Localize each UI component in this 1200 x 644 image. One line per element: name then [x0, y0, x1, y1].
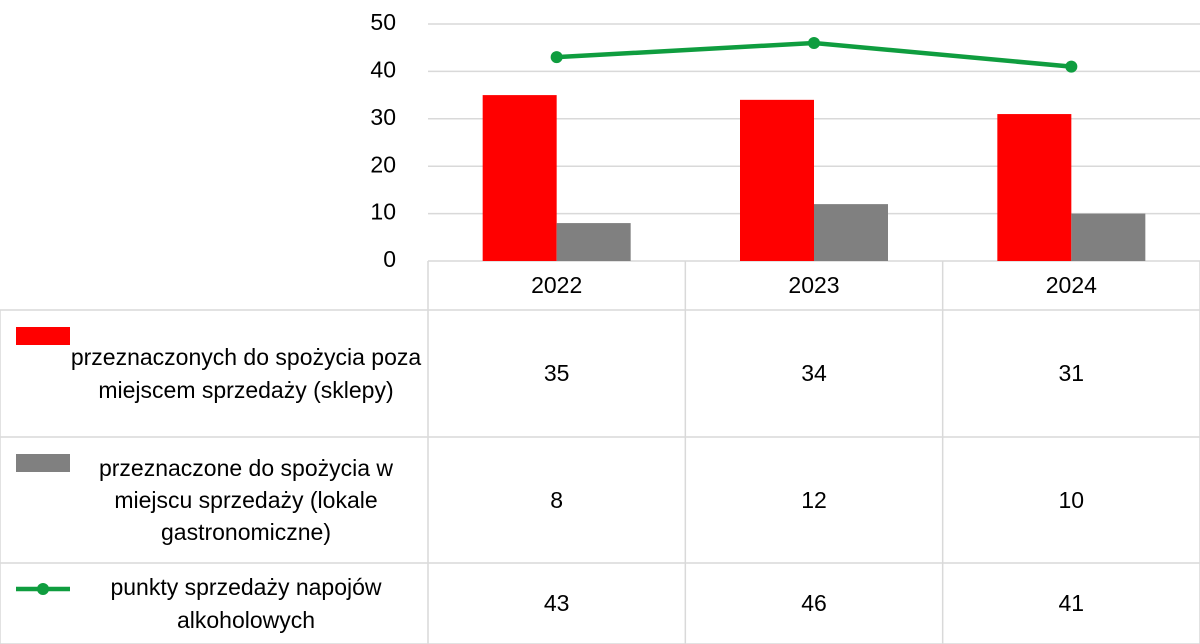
bar [556, 223, 631, 261]
table-value: 8 [550, 486, 564, 513]
y-tick-label: 30 [370, 104, 396, 130]
table-value: 46 [801, 590, 827, 617]
y-tick-label: 0 [383, 246, 396, 272]
table-value: 31 [1058, 360, 1085, 387]
bar [740, 99, 814, 261]
legend-label: punkty sprzedaży napojów alkoholowych [110, 574, 382, 633]
bar [997, 114, 1072, 261]
x-tick-label: 2022 [531, 272, 582, 298]
table-value: 12 [801, 486, 827, 513]
x-tick-label: 2024 [1046, 272, 1097, 298]
table-value: 43 [543, 590, 570, 617]
legend-key-point [37, 583, 49, 595]
table-value: 41 [1058, 590, 1085, 617]
legend-label: przeznaczone do spożycia w miejscu sprze… [98, 454, 394, 546]
bar [1071, 213, 1146, 261]
legend-label: przeznaczonych do spożycia poza miejscem… [70, 344, 422, 403]
legend-key [16, 327, 70, 345]
legend-key [16, 454, 70, 472]
table-value: 35 [543, 360, 570, 387]
line-point [808, 36, 820, 49]
table-value: 10 [1058, 486, 1085, 513]
bar [482, 95, 557, 261]
y-tick-label: 50 [370, 9, 396, 35]
y-tick-label: 20 [370, 151, 396, 177]
x-tick-label: 2023 [788, 272, 839, 298]
y-tick-label: 40 [370, 56, 396, 82]
bar [814, 204, 888, 261]
table-value: 34 [801, 360, 827, 387]
line-point [1065, 60, 1078, 73]
y-tick-label: 10 [370, 199, 396, 225]
line-point [550, 51, 563, 64]
